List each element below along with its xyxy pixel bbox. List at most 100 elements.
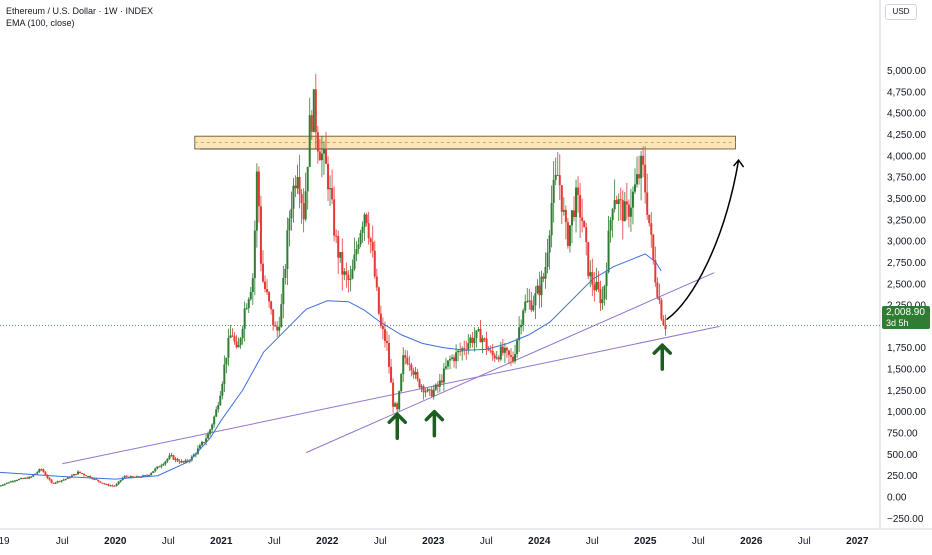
currency-button[interactable]: USD [885,4,917,20]
candle-body [318,151,321,161]
candle-body [264,281,267,290]
candle-body [575,187,578,218]
candle-body [546,252,549,268]
candle-body [231,335,234,337]
candle-body [642,155,645,165]
candle-body [48,477,51,480]
candle-body [142,475,145,477]
candle-body [162,464,165,466]
up-arrow-icon [387,412,408,440]
projection-curve[interactable] [666,159,740,321]
price-tick-label: 3,500.00 [887,194,926,205]
candle-body [446,360,449,367]
candle-body [396,403,399,410]
candle-body [398,391,401,410]
candle-body [422,386,425,393]
candle-body [538,285,541,296]
candle-body [347,274,350,280]
candle-body [491,350,494,356]
candle-body [335,235,338,237]
price-tick-label: 250.00 [887,471,918,482]
candle-body [306,166,309,192]
candle-body [654,260,657,283]
candle-body [300,194,303,204]
price-tick-label: 2,750.00 [887,258,926,269]
candle-body [156,466,159,469]
candle-body [314,89,317,133]
candle-body [50,479,53,483]
trendline[interactable] [62,325,720,465]
candle-body [83,473,86,476]
time-tick-label: Jul [268,536,281,547]
candle-body [310,115,313,132]
candle-body [597,281,600,290]
candle-body [544,267,547,279]
candle-body [148,474,151,476]
candle-body [302,203,305,220]
candle-body [308,115,311,167]
candle-body [367,223,370,239]
candle-body [215,409,218,417]
candle-body [38,469,41,473]
candle-body [613,200,616,210]
candle-body [66,477,69,479]
candle-body [442,368,445,383]
symbol-title: Ethereum / U.S. Dollar · 1W · INDEX [6,6,154,16]
candle-body [18,478,21,481]
candle-body [101,482,104,484]
time-tick-label: Jul [480,536,493,547]
candle-body [261,263,264,282]
candle-body [15,480,18,482]
candle-body [97,479,100,482]
candle-body [518,327,521,341]
candle-body [509,355,512,357]
candle-body [424,391,427,393]
candle-body [211,424,214,430]
last-price-value: 2,008.90 [886,307,925,318]
time-tick-label: 2027 [846,536,869,547]
candle-body [40,469,43,471]
candle-body [135,476,138,478]
candle-body [7,482,10,484]
candle-body [217,405,220,410]
candle-body [9,481,12,483]
candle-body [495,357,498,359]
time-tick-label: 19 [0,536,10,547]
price-tick-label: 4,000.00 [887,151,926,162]
candle-body [290,208,293,219]
candle-body [650,223,653,235]
candle-body [623,201,626,222]
candle-body [467,343,470,350]
candle-body [129,476,132,478]
candle-body [52,482,55,484]
candle-body [349,278,352,280]
candle-body [68,477,71,479]
candle-body [339,251,342,258]
candle-body [3,483,6,485]
candle-body [282,277,285,305]
time-tick-label: 2020 [104,536,127,547]
candle-body [568,225,571,246]
candle-body [255,171,258,231]
candle-body [280,304,283,327]
candle-body [30,476,33,478]
candle-body [243,308,246,329]
projection-arrowhead [733,158,745,168]
candle-body [44,472,47,476]
candle-body [74,474,77,476]
candle-body [219,395,222,406]
candle-body [497,357,500,360]
trendline[interactable] [305,272,715,454]
candle-body [601,299,604,304]
candle-body [270,301,273,310]
candle-body [172,455,175,460]
candle-body [304,191,307,220]
candle-body [54,482,57,484]
candle-body [60,480,63,482]
candle-body [205,438,208,443]
candle-body [426,389,429,392]
candle-body [648,214,651,224]
candle-body [540,276,543,296]
